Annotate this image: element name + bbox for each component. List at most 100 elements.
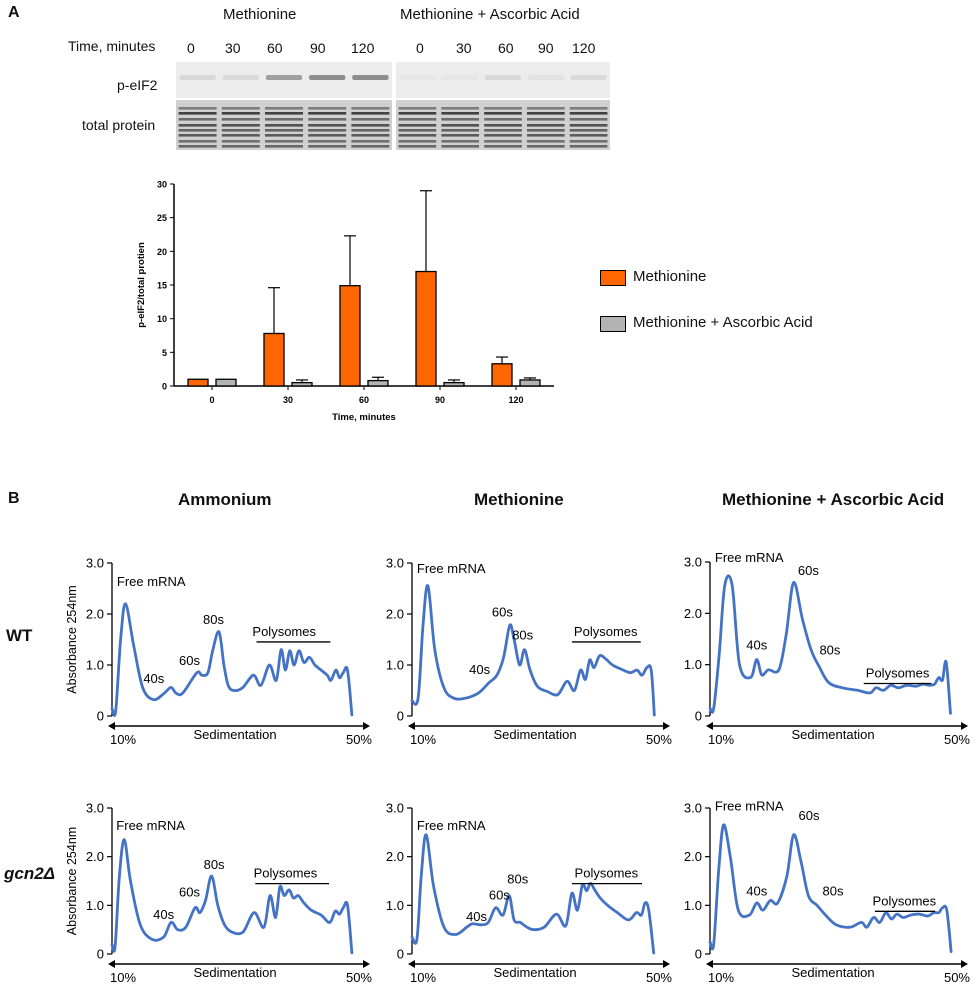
timepoint-label: 0 — [187, 40, 195, 56]
blot-condition-methionine: Methionine — [223, 6, 297, 23]
x-axis-arrow-head-right — [363, 960, 370, 968]
total-protein-band — [264, 134, 304, 137]
x-start-label: 10% — [110, 732, 136, 747]
profile-line — [708, 574, 952, 715]
total-protein-band — [526, 112, 565, 115]
x-axis-arrow-head-left — [408, 722, 415, 730]
peak-annotation: 80s — [819, 642, 840, 657]
legend-label-methionine-aa: Methionine + Ascorbic Acid — [633, 314, 813, 331]
panel-a-letter: A — [8, 4, 20, 21]
total-protein-band — [569, 129, 608, 132]
x-axis-arrow-head-right — [961, 722, 968, 730]
x-start-label: 10% — [410, 970, 436, 985]
y-tick-label: 25 — [157, 213, 167, 223]
total-protein-band — [351, 140, 390, 143]
profile-gcn2-ammonium: 0 1.0 2.0 3.0 Absorbance 254nm 10% 50% Sediment… — [65, 801, 372, 986]
total-protein-band — [264, 124, 304, 127]
total-protein-band — [221, 124, 260, 127]
profile-gcn2-methionine: 0 1.0 2.0 3.0 10% 50% Sedimentation Free mRNA 40… — [386, 801, 673, 986]
peak-annotation: Free mRNA — [116, 818, 185, 833]
peif2-band — [352, 75, 389, 80]
peak-annotation: 40s — [143, 671, 164, 686]
total-protein-band — [351, 134, 390, 137]
peak-annotation: Polysomes — [574, 624, 638, 639]
profile-wt-ammonium: 0 1.0 2.0 3.0 Absorbance 254nm 10% 50% Sediment… — [65, 556, 372, 748]
peak-annotation: 60s — [179, 653, 200, 668]
total-protein-band — [308, 124, 347, 127]
legend-label-methionine: Methionine — [633, 268, 707, 285]
column-title-ammonium: Ammonium — [178, 490, 272, 509]
x-end-label: 50% — [646, 732, 672, 747]
peak-annotation: Free mRNA — [715, 550, 784, 565]
y-tick-label: 0 — [162, 382, 167, 392]
total-protein-band — [178, 112, 217, 115]
total-protein-band — [398, 145, 437, 148]
legend-item-methionine: Methionine — [600, 266, 960, 290]
total-protein-band — [351, 112, 390, 115]
x-axis-arrow-head-left — [108, 722, 115, 730]
timepoint-label: 60 — [498, 40, 514, 56]
total-protein-band — [398, 134, 437, 137]
timepoint-label: 30 — [225, 40, 241, 56]
timepoint-label: 120 — [572, 40, 596, 56]
total-protein-band — [569, 118, 608, 121]
timepoint-label: 60 — [267, 40, 283, 56]
timepoint-label: 30 — [456, 40, 472, 56]
peak-annotation: Polysomes — [254, 866, 318, 881]
peif2-band — [485, 75, 521, 80]
total-protein-band — [308, 118, 347, 121]
peak-annotation: 80s — [203, 612, 224, 627]
blot-condition-methionine-aa: Methionine + Ascorbic Acid — [400, 6, 580, 23]
y-tick-label: 3.0 — [86, 556, 104, 571]
y-tick-label: 1.0 — [86, 898, 104, 913]
peak-annotation: 80s — [507, 871, 528, 886]
total-protein-band — [526, 129, 565, 132]
timepoint-label: 0 — [416, 40, 424, 56]
y-tick-label: 2.0 — [386, 607, 404, 622]
profile-line — [110, 838, 354, 955]
peak-annotation: 60s — [489, 887, 510, 902]
y-axis-label: p-eIF2/total protien — [136, 242, 147, 328]
total-protein-band — [398, 112, 437, 115]
y-tick-label: 3.0 — [684, 801, 702, 816]
peak-annotation: Free mRNA — [417, 818, 486, 833]
total-protein-band — [526, 124, 565, 127]
total-protein-band — [308, 112, 347, 115]
x-axis-arrow-head-right — [663, 960, 670, 968]
total-protein-band — [308, 140, 347, 143]
total-protein-band — [398, 118, 437, 121]
y-tick-label: 20 — [157, 247, 167, 257]
y-tick-label: 0 — [397, 709, 404, 724]
bar-chart-peif2: 0 5 10 15 20 25 30 0 30 60 90 120 Time, minutes p-eIF… — [136, 180, 554, 423]
total-protein-band — [441, 145, 480, 148]
total-protein-band — [221, 129, 260, 132]
total-protein-band — [221, 112, 260, 115]
total-protein-band — [351, 124, 390, 127]
peak-annotation: Free mRNA — [715, 798, 784, 813]
total-protein-band — [441, 124, 480, 127]
peif2-band — [265, 75, 303, 80]
total-protein-band — [441, 118, 480, 121]
total-protein-band — [526, 118, 565, 121]
y-tick-label: 3.0 — [684, 555, 702, 570]
total-protein-band — [526, 134, 565, 137]
bar — [519, 379, 541, 387]
x-axis-arrow-head-right — [663, 722, 670, 730]
total-protein-band — [569, 112, 608, 115]
total-protein-band — [264, 140, 304, 143]
x-axis-arrow-head-left — [108, 960, 115, 968]
total-protein-band — [569, 134, 608, 137]
x-axis-arrow-head-left — [706, 960, 713, 968]
x-axis-label: Sedimentation — [791, 965, 874, 980]
x-end-label: 50% — [346, 970, 372, 985]
total-protein-band — [484, 140, 522, 143]
x-end-label: 50% — [346, 732, 372, 747]
y-tick-label: 2.0 — [386, 849, 404, 864]
peif2-band — [179, 75, 216, 80]
total-protein-band — [398, 124, 437, 127]
blot-row-label-total-protein: total protein — [82, 117, 156, 133]
total-protein-band — [308, 129, 347, 132]
y-axis-label: Absorbance 254nm — [65, 585, 79, 693]
peak-annotation: Free mRNA — [417, 561, 486, 576]
peak-annotation: 60s — [492, 605, 513, 620]
